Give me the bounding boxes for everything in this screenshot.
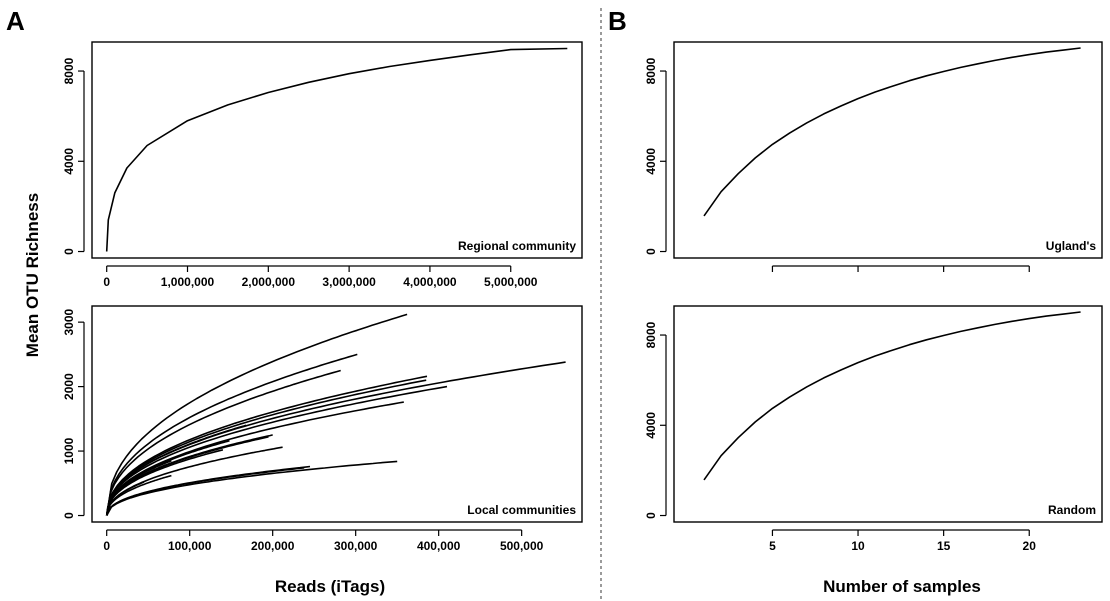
inset-label-uglands: Ugland's	[1046, 239, 1097, 253]
y-axis-uglands: 0 4000 8000	[644, 57, 667, 255]
x-axis-uglands	[771, 265, 1030, 272]
y-tick-label: 4000	[644, 148, 658, 175]
y-axis-regional: 0 4000 8000	[62, 57, 85, 255]
y-axis-random: 0 4000 8000	[644, 321, 667, 519]
y-tick-label: 8000	[644, 57, 658, 84]
panel-letter-a: A	[6, 6, 25, 36]
series-line-local-13	[105, 449, 224, 516]
y-tick-label: 0	[62, 512, 76, 519]
y-tick-label: 8000	[62, 57, 76, 84]
x-tick-label: 5	[769, 539, 776, 553]
series-line-local-16	[105, 465, 311, 516]
series-line-local-18	[105, 474, 172, 516]
series-line-local-2	[105, 369, 341, 516]
x-tick-label: 300,000	[334, 539, 378, 553]
y-tick-label: 0	[644, 512, 658, 519]
y-tick-label: 3000	[62, 308, 76, 335]
x-tick-label: 2,000,000	[242, 275, 296, 289]
series-line-local-15	[106, 460, 398, 516]
series-group-regional	[105, 47, 568, 252]
inset-label-random: Random	[1048, 503, 1096, 517]
series-line-local-10	[105, 436, 269, 516]
x-axis-regional: 0 1,000,000 2,000,000 3,000,000 4,000,000 5,0…	[103, 265, 538, 289]
inset-label-regional: Regional community	[458, 239, 576, 253]
x-axis-random: 5 10 15 20	[769, 529, 1037, 553]
y-tick-label: 8000	[644, 321, 658, 348]
y-tick-label: 1000	[62, 437, 76, 464]
series-group-local	[105, 313, 566, 516]
panel-letter-b: B	[608, 6, 627, 36]
series-group-uglands	[703, 47, 1081, 217]
x-tick-label: 0	[103, 275, 110, 289]
x-tick-label: 3,000,000	[322, 275, 376, 289]
x-tick-label: 4,000,000	[403, 275, 457, 289]
chart-uglands: 0 4000 8000 Ugland's	[644, 41, 1103, 272]
x-tick-label: 5,000,000	[484, 275, 538, 289]
chart-random: 0 4000 8000 5 10 15 20 Random	[644, 305, 1103, 553]
series-line-local-1	[105, 353, 358, 516]
plot-frame-local	[91, 305, 583, 523]
series-line-local-7	[105, 401, 404, 516]
inset-label-local: Local communities	[467, 503, 576, 517]
y-axis-title: Mean OTU Richness	[23, 193, 42, 357]
series-line-local-0	[105, 313, 408, 516]
x-tick-label: 200,000	[251, 539, 295, 553]
plot-frame-regional	[91, 41, 583, 259]
series-line-local-4	[105, 375, 428, 516]
series-line-local-14	[105, 459, 172, 516]
series-line-local-19	[105, 481, 145, 516]
series-line-local-8	[105, 424, 247, 516]
x-tick-label: 400,000	[417, 539, 461, 553]
x-tick-label: 10	[851, 539, 865, 553]
x-tick-label: 15	[937, 539, 951, 553]
x-axis-local: 0 100,000 200,000 300,000 400,000 500,000	[103, 529, 544, 553]
x-tick-label: 0	[103, 539, 110, 553]
series-line-local-3	[105, 361, 566, 516]
series-line-random-0	[703, 311, 1081, 481]
series-line-local-17	[105, 467, 305, 516]
series-line-local-5	[105, 379, 427, 516]
y-tick-label: 0	[644, 248, 658, 255]
series-line-regional-0	[105, 47, 568, 252]
y-tick-label: 0	[62, 248, 76, 255]
y-tick-label: 4000	[62, 148, 76, 175]
chart-local: 0 1000 2000 3000 0 100,000 200,000 300,000 400,0…	[62, 305, 583, 553]
y-tick-label: 4000	[644, 412, 658, 439]
x-tick-label: 20	[1023, 539, 1037, 553]
x-tick-label: 100,000	[168, 539, 212, 553]
x-tick-label: 500,000	[500, 539, 544, 553]
y-tick-label: 2000	[62, 373, 76, 400]
series-line-local-6	[105, 385, 448, 516]
plots: 0 4000 8000 0 1,000,000 2,000,000 3,000,000 4,0…	[62, 41, 1103, 553]
plot-frame-random	[673, 305, 1103, 523]
series-line-uglands-0	[703, 47, 1081, 217]
chart-regional: 0 4000 8000 0 1,000,000 2,000,000 3,000,000 4,0…	[62, 41, 583, 289]
x-axis-title-b: Number of samples	[823, 577, 981, 596]
x-tick-label: 1,000,000	[161, 275, 215, 289]
series-group-random	[703, 311, 1081, 481]
plot-frame-uglands	[673, 41, 1103, 259]
x-axis-title-a: Reads (iTags)	[275, 577, 385, 596]
y-axis-local: 0 1000 2000 3000	[62, 308, 85, 519]
